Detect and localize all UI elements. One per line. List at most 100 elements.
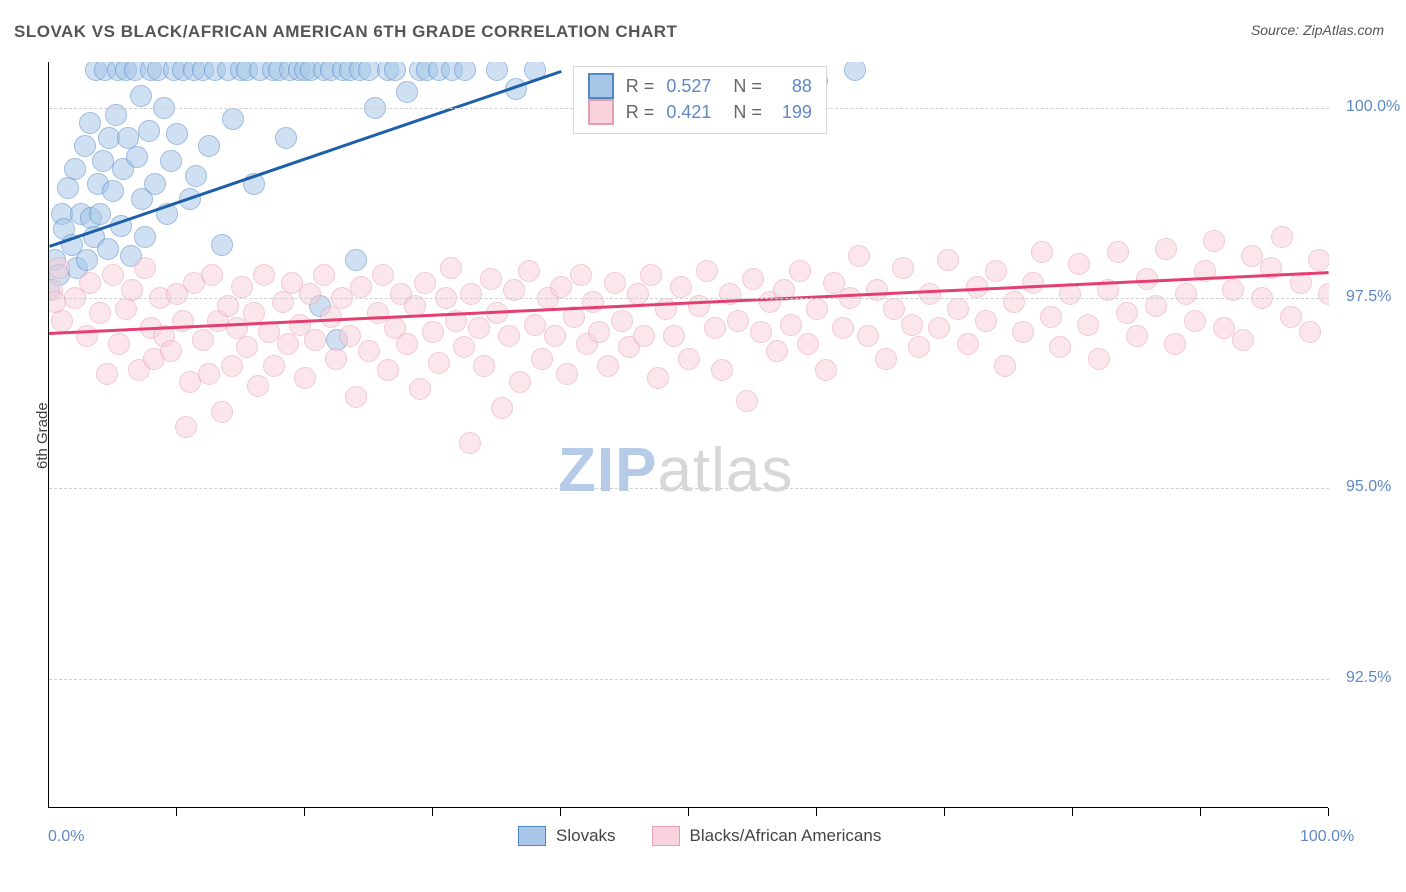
scatter-point-blacks_african_americans <box>134 257 156 279</box>
scatter-point-slovaks <box>198 135 220 157</box>
scatter-point-slovaks <box>138 120 160 142</box>
scatter-point-blacks_african_americans <box>750 321 772 343</box>
scatter-point-slovaks <box>97 238 119 260</box>
scatter-point-blacks_african_americans <box>89 302 111 324</box>
scatter-point-slovaks <box>345 249 367 271</box>
legend: Slovaks Blacks/African Americans <box>518 826 881 846</box>
legend-swatch <box>652 826 680 846</box>
stats-n-value: 199 <box>774 99 812 125</box>
scatter-point-blacks_african_americans <box>115 298 137 320</box>
scatter-point-blacks_african_americans <box>766 340 788 362</box>
scatter-point-blacks_african_americans <box>544 325 566 347</box>
x-left-label: 0.0% <box>48 828 84 846</box>
scatter-point-blacks_african_americans <box>372 264 394 286</box>
scatter-point-slovaks <box>76 249 98 271</box>
scatter-point-blacks_african_americans <box>1088 348 1110 370</box>
plot-area <box>48 62 1328 808</box>
scatter-point-blacks_african_americans <box>231 276 253 298</box>
scatter-point-slovaks <box>64 158 86 180</box>
scatter-point-slovaks <box>396 81 418 103</box>
scatter-point-blacks_african_americans <box>304 329 326 351</box>
scatter-point-slovaks <box>92 150 114 172</box>
stats-box: R = 0.527 N = 88R = 0.421 N = 199 <box>573 66 827 134</box>
scatter-point-blacks_african_americans <box>409 378 431 400</box>
y-axis-label: 6th Grade <box>34 402 51 469</box>
scatter-point-blacks_african_americans <box>294 367 316 389</box>
y-tick-label: 100.0% <box>1346 98 1400 116</box>
stats-r-label: R = <box>626 99 655 125</box>
scatter-point-blacks_african_americans <box>1318 283 1329 305</box>
scatter-point-blacks_african_americans <box>1155 238 1177 260</box>
scatter-point-blacks_african_americans <box>96 363 118 385</box>
scatter-point-blacks_african_americans <box>640 264 662 286</box>
scatter-point-blacks_african_americans <box>588 321 610 343</box>
scatter-point-slovaks <box>384 62 406 81</box>
scatter-point-blacks_african_americans <box>1012 321 1034 343</box>
scatter-point-blacks_african_americans <box>236 336 258 358</box>
scatter-point-blacks_african_americans <box>1308 249 1329 271</box>
scatter-point-blacks_african_americans <box>509 371 531 393</box>
stats-r-label: R = <box>626 73 655 99</box>
legend-item: Blacks/African Americans <box>652 826 882 846</box>
scatter-point-slovaks <box>102 180 124 202</box>
scatter-point-slovaks <box>144 173 166 195</box>
scatter-point-slovaks <box>454 62 476 81</box>
scatter-point-blacks_african_americans <box>597 355 619 377</box>
scatter-point-blacks_african_americans <box>832 317 854 339</box>
stats-n-label: N = <box>723 99 762 125</box>
scatter-point-slovaks <box>74 135 96 157</box>
scatter-point-blacks_african_americans <box>780 314 802 336</box>
y-tick-label: 92.5% <box>1346 669 1391 687</box>
scatter-point-blacks_african_americans <box>1040 306 1062 328</box>
scatter-point-blacks_african_americans <box>928 317 950 339</box>
gridline <box>49 488 1329 489</box>
scatter-point-blacks_african_americans <box>815 359 837 381</box>
scatter-point-blacks_african_americans <box>325 348 347 370</box>
scatter-point-blacks_african_americans <box>1184 310 1206 332</box>
scatter-point-slovaks <box>275 127 297 149</box>
scatter-point-blacks_african_americans <box>1280 306 1302 328</box>
scatter-point-blacks_african_americans <box>604 272 626 294</box>
legend-label: Blacks/African Americans <box>690 826 882 846</box>
scatter-point-blacks_african_americans <box>711 359 733 381</box>
scatter-point-blacks_african_americans <box>663 325 685 347</box>
scatter-point-slovaks <box>57 177 79 199</box>
legend-label: Slovaks <box>556 826 616 846</box>
scatter-point-blacks_african_americans <box>198 363 220 385</box>
scatter-point-blacks_african_americans <box>727 310 749 332</box>
scatter-point-slovaks <box>126 146 148 168</box>
scatter-point-blacks_african_americans <box>440 257 462 279</box>
scatter-point-blacks_african_americans <box>76 325 98 347</box>
scatter-point-blacks_african_americans <box>947 298 969 320</box>
scatter-point-blacks_african_americans <box>201 264 223 286</box>
scatter-point-blacks_african_americans <box>901 314 923 336</box>
scatter-point-blacks_african_americans <box>806 298 828 320</box>
scatter-point-blacks_african_americans <box>211 401 233 423</box>
scatter-point-blacks_african_americans <box>883 298 905 320</box>
scatter-point-blacks_african_americans <box>160 340 182 362</box>
scatter-point-blacks_african_americans <box>345 386 367 408</box>
scatter-point-blacks_african_americans <box>919 283 941 305</box>
scatter-point-blacks_african_americans <box>350 276 372 298</box>
scatter-point-blacks_african_americans <box>1003 291 1025 313</box>
scatter-point-blacks_african_americans <box>221 355 243 377</box>
scatter-point-blacks_african_americans <box>108 333 130 355</box>
scatter-point-blacks_african_americans <box>736 390 758 412</box>
scatter-point-blacks_african_americans <box>957 333 979 355</box>
scatter-point-blacks_african_americans <box>422 321 444 343</box>
scatter-point-blacks_african_americans <box>1126 325 1148 347</box>
source-label: Source: ZipAtlas.com <box>1251 22 1384 38</box>
scatter-point-slovaks <box>486 62 508 81</box>
x-tick <box>1200 808 1201 816</box>
scatter-point-blacks_african_americans <box>313 264 335 286</box>
scatter-point-blacks_african_americans <box>1299 321 1321 343</box>
x-tick <box>816 808 817 816</box>
y-tick-label: 97.5% <box>1346 288 1391 306</box>
scatter-point-blacks_african_americans <box>1203 230 1225 252</box>
y-tick-label: 95.0% <box>1346 478 1391 496</box>
scatter-point-blacks_african_americans <box>696 260 718 282</box>
scatter-point-blacks_african_americans <box>377 359 399 381</box>
scatter-point-blacks_african_americans <box>247 375 269 397</box>
scatter-point-blacks_african_americans <box>1232 329 1254 351</box>
scatter-point-blacks_african_americans <box>704 317 726 339</box>
